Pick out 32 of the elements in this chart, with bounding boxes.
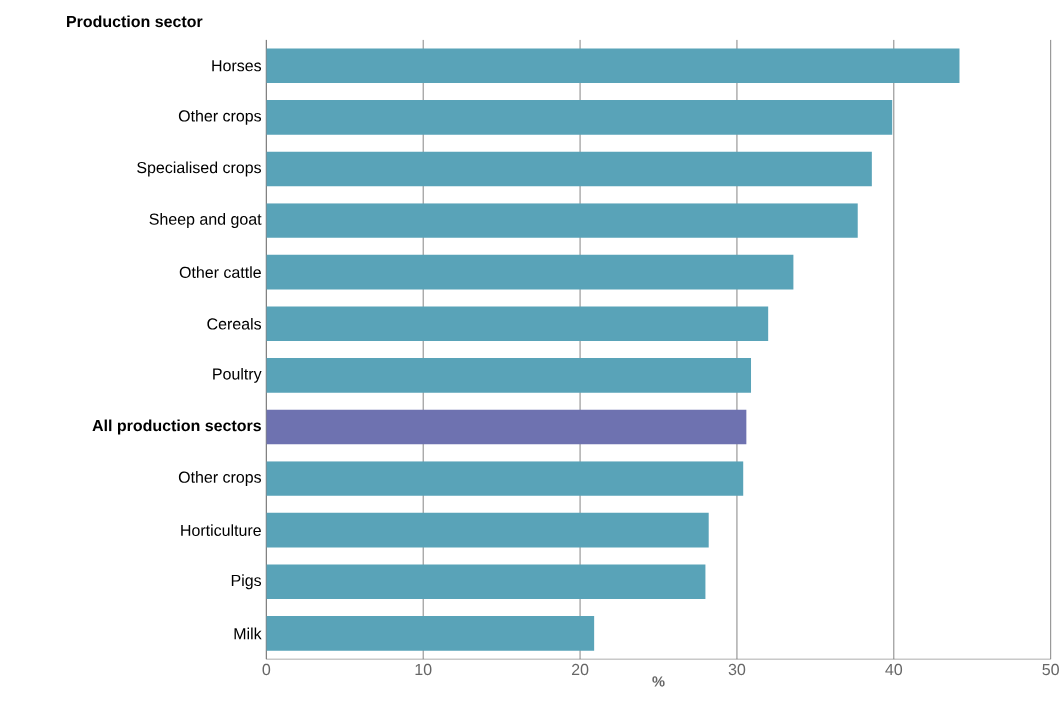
bar xyxy=(266,254,794,290)
x-axis-title: % xyxy=(652,676,665,687)
x-tick-label: 0 xyxy=(262,663,271,676)
y-tick-label: Poultry xyxy=(213,367,262,383)
y-tick-label: Horses xyxy=(212,60,262,72)
y-tick-label: All production sectors xyxy=(92,419,261,435)
bar xyxy=(266,616,595,651)
y-tick-label: Other crops xyxy=(178,471,262,486)
x-tick-label: 30 xyxy=(728,663,746,676)
y-tick-label: Specialised crops xyxy=(137,161,262,177)
bar xyxy=(266,48,960,84)
bar xyxy=(266,203,858,238)
y-tick-label: Horticulture xyxy=(181,524,261,536)
bar xyxy=(266,564,706,600)
y-tick-label: Pigs xyxy=(231,574,262,590)
bar xyxy=(266,461,744,496)
bar xyxy=(266,358,752,393)
bar xyxy=(266,100,893,135)
y-tick-label: Cereals xyxy=(207,317,262,330)
y-tick-label: Milk xyxy=(234,627,262,640)
x-tick-label: 10 xyxy=(415,663,432,676)
bar xyxy=(266,151,872,187)
bar xyxy=(266,512,709,548)
bar xyxy=(266,409,747,445)
y-tick-label: Other crops xyxy=(178,109,262,125)
bar xyxy=(266,306,769,342)
y-tick-label: Sheep and goat xyxy=(149,213,262,228)
x-tick-label: 50 xyxy=(1042,663,1059,676)
x-tick-label: 20 xyxy=(571,663,589,676)
text: Production sector xyxy=(67,15,203,28)
y-tick-label: Other cattle xyxy=(179,266,261,278)
x-tick-label: 40 xyxy=(885,663,903,676)
